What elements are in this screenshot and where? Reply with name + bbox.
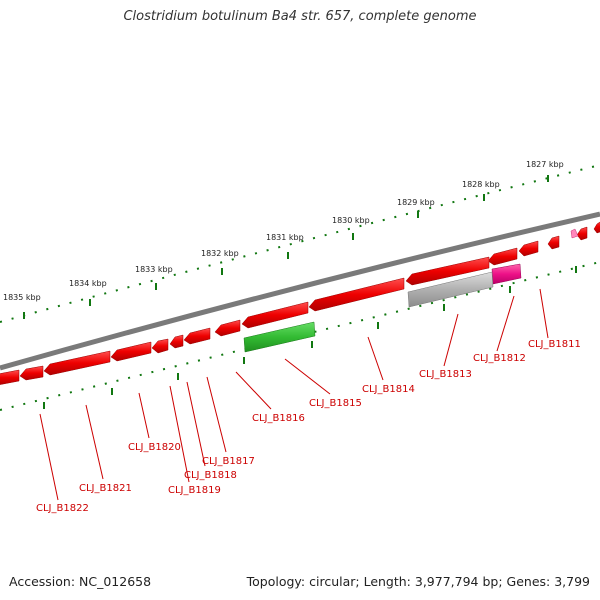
inner-major-ticks (43, 266, 577, 409)
gene-label-b1814[interactable]: CLJ_B1814 (362, 384, 415, 395)
scale-label-1833: 1833 kbp (135, 265, 173, 274)
scale-label-1834: 1834 kbp (69, 279, 107, 288)
gene-arrow[interactable] (241, 301, 309, 329)
scale-label-1828: 1828 kbp (462, 180, 500, 189)
gene-arrow[interactable] (518, 240, 539, 257)
rna-feature[interactable] (491, 263, 522, 285)
gene-label-b1811[interactable]: CLJ_B1811 (528, 339, 581, 350)
gene-arrow[interactable] (0, 369, 20, 385)
accession-text: Accession: NC_012658 (9, 574, 152, 589)
rna-feature-small[interactable] (570, 228, 579, 239)
scale-label-1829: 1829 kbp (397, 198, 435, 207)
gene-label-b1822[interactable]: CLJ_B1822 (36, 503, 89, 514)
green-feature[interactable] (243, 321, 316, 353)
outer-major-ticks (23, 175, 549, 319)
gene-arrow[interactable] (487, 247, 518, 266)
scale-label-1830: 1830 kbp (332, 216, 370, 225)
scale-label-1827: 1827 kbp (526, 160, 564, 169)
gene-label-b1817[interactable]: CLJ_B1817 (202, 456, 255, 467)
gene-label-b1813[interactable]: CLJ_B1813 (419, 369, 472, 380)
gene-arrow[interactable] (110, 341, 152, 362)
callout-lines (39, 288, 549, 501)
gene-label-b1812[interactable]: CLJ_B1812 (473, 353, 526, 364)
gene-label-b1818[interactable]: CLJ_B1818 (184, 470, 237, 481)
gene-arrow[interactable] (576, 226, 588, 241)
scale-label-1835: 1835 kbp (3, 293, 41, 302)
genome-backbone (0, 211, 600, 371)
gene-labels: CLJ_B1811 CLJ_B1812 CLJ_B1813 CLJ_B1814 … (36, 339, 581, 514)
outer-scale-ring (0, 164, 600, 323)
gene-label-b1815[interactable]: CLJ_B1815 (309, 398, 362, 409)
gene-label-b1819[interactable]: CLJ_B1819 (168, 485, 221, 496)
topology-text: Topology: circular; Length: 3,977,794 bp… (246, 574, 590, 589)
gene-label-b1820[interactable]: CLJ_B1820 (128, 442, 181, 453)
gene-arrow[interactable] (593, 220, 600, 234)
gene-arrow[interactable] (151, 338, 169, 354)
gene-label-b1821[interactable]: CLJ_B1821 (79, 483, 132, 494)
gene-arrow[interactable] (308, 277, 405, 312)
gene-arrow[interactable] (169, 334, 184, 349)
scale-label-1831: 1831 kbp (266, 233, 304, 242)
scale-label-1832: 1832 kbp (201, 249, 239, 258)
gene-arrow[interactable] (43, 350, 111, 376)
gene-arrow[interactable] (405, 256, 490, 286)
scale-labels: 1827 kbp 1828 kbp 1829 kbp 1830 kbp 1831… (3, 160, 564, 302)
gene-arrow[interactable] (547, 235, 560, 250)
gene-features (0, 220, 600, 385)
gene-label-b1816[interactable]: CLJ_B1816 (252, 413, 305, 424)
map-title: Clostridium botulinum Ba4 str. 657, comp… (123, 9, 477, 24)
gene-arrow[interactable] (183, 327, 211, 345)
grey-feature[interactable] (407, 271, 494, 308)
gene-arrow[interactable] (19, 365, 44, 381)
gene-arrow[interactable] (214, 319, 241, 337)
